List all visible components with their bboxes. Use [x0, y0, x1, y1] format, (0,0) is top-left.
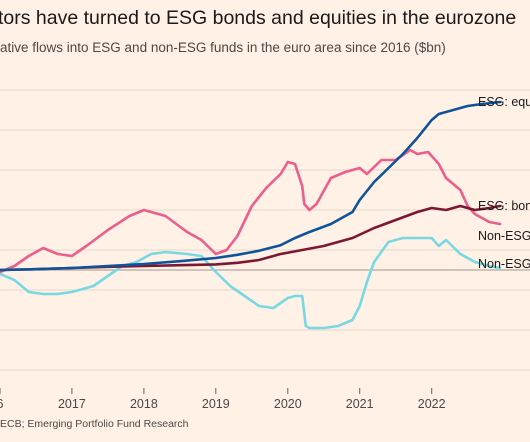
x-tick-label-3: 2019 [202, 397, 230, 411]
series-line-3 [0, 236, 502, 330]
series-lines [0, 100, 502, 330]
x-tick-label-4: 2020 [274, 397, 302, 411]
chart-subtitle: ative flows into ESG and non-ESG funds i… [0, 40, 446, 55]
series-line-2 [0, 148, 502, 274]
x-tick-label-5: 2021 [346, 397, 374, 411]
gridlines [0, 89, 530, 371]
series-label-0: ESG: equi [478, 95, 530, 109]
x-tick-label-6: 2022 [418, 397, 446, 411]
series-labels: ESG: equi ESG: bonds Non-ESG: bonds Non-ESG… [478, 95, 530, 271]
series-label-2: Non-ESG: bonds [478, 229, 530, 243]
chart-title: tors have turned to ESG bonds and equiti… [0, 7, 517, 29]
series-label-3: Non-ESG: [478, 257, 530, 271]
source-note: ECB; Emerging Portfolio Fund Research [0, 418, 189, 430]
x-tick-label-0: 6 [0, 397, 4, 411]
series-label-1: ESG: bonds [478, 199, 530, 213]
series-line-0 [0, 100, 502, 272]
series-line-1 [0, 204, 502, 272]
x-axis: 6 2017 2018 2019 2020 2021 2022 [0, 388, 446, 411]
x-tick-label-1: 2017 [58, 397, 86, 411]
x-tick-label-2: 2018 [130, 397, 158, 411]
